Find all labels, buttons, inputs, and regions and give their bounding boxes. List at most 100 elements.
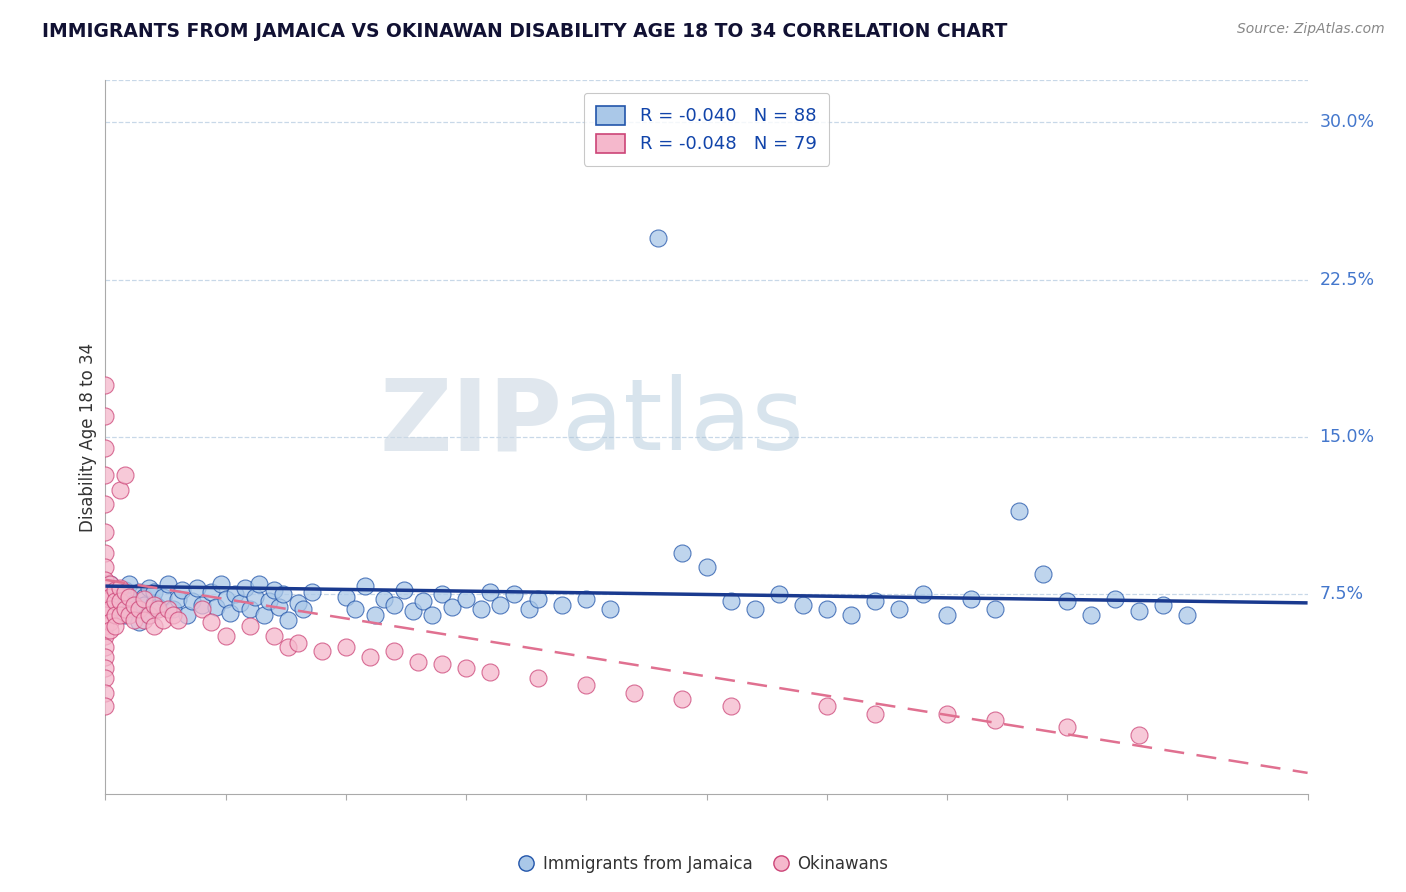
Point [233, 581, 256, 595]
Point [152, 613, 174, 627]
Point [156, 602, 179, 616]
Point [200, 585, 222, 599]
Point [382, 598, 405, 612]
Point [863, 707, 886, 722]
Point [214, 591, 236, 606]
Point [1152, 598, 1174, 612]
Point [527, 591, 550, 606]
Point [575, 591, 598, 606]
Point [229, 596, 252, 610]
Point [273, 587, 295, 601]
Point [172, 583, 194, 598]
Text: 22.5%: 22.5% [1320, 270, 1375, 289]
Point [162, 608, 184, 623]
Point [94, 630, 117, 644]
Point [1175, 608, 1198, 623]
Point [839, 608, 862, 623]
Point [503, 587, 526, 601]
Point [960, 591, 983, 606]
Point [132, 598, 155, 612]
Point [984, 602, 1007, 616]
Text: IMMIGRANTS FROM JAMAICA VS OKINAWAN DISABILITY AGE 18 TO 34 CORRELATION CHART: IMMIGRANTS FROM JAMAICA VS OKINAWAN DISA… [42, 22, 1008, 41]
Point [936, 707, 959, 722]
Point [887, 602, 910, 616]
Point [176, 608, 198, 623]
Point [94, 594, 117, 608]
Point [162, 602, 184, 616]
Point [114, 467, 136, 482]
Point [364, 608, 387, 623]
Point [98, 623, 121, 637]
Point [257, 594, 280, 608]
Point [108, 581, 131, 595]
Point [138, 581, 160, 595]
Point [575, 678, 598, 692]
Point [647, 230, 669, 244]
Point [114, 602, 136, 616]
Point [104, 619, 127, 633]
Point [623, 686, 645, 700]
Point [1032, 566, 1054, 581]
Legend: R = -0.040   N = 88, R = -0.048   N = 79: R = -0.040 N = 88, R = -0.048 N = 79 [583, 93, 830, 166]
Point [430, 657, 453, 671]
Point [148, 600, 170, 615]
Point [373, 591, 395, 606]
Text: 7.5%: 7.5% [1320, 585, 1364, 604]
Point [359, 650, 381, 665]
Point [138, 608, 160, 623]
Point [132, 590, 155, 604]
Point [792, 598, 814, 612]
Point [267, 600, 290, 615]
Point [132, 591, 155, 606]
Point [406, 655, 429, 669]
Point [94, 587, 117, 601]
Point [815, 602, 838, 616]
Point [104, 585, 127, 599]
Point [108, 590, 131, 604]
Point [517, 602, 540, 616]
Point [720, 698, 742, 713]
Point [470, 602, 492, 616]
Point [200, 615, 222, 629]
Point [94, 573, 117, 587]
Point [94, 608, 117, 623]
Point [287, 596, 309, 610]
Point [422, 608, 444, 623]
Point [114, 608, 136, 623]
Point [430, 587, 453, 601]
Point [94, 650, 117, 665]
Point [479, 585, 502, 599]
Point [166, 591, 188, 606]
Point [94, 640, 117, 654]
Text: atlas: atlas [562, 375, 804, 471]
Point [354, 579, 377, 593]
Y-axis label: Disability Age 18 to 34: Disability Age 18 to 34 [79, 343, 97, 532]
Point [277, 613, 299, 627]
Point [311, 644, 333, 658]
Point [98, 602, 121, 616]
Point [551, 598, 574, 612]
Point [335, 590, 357, 604]
Point [94, 497, 117, 511]
Point [1128, 604, 1150, 618]
Point [98, 590, 121, 604]
Point [263, 630, 285, 644]
Point [412, 594, 434, 608]
Point [124, 613, 146, 627]
Point [108, 598, 131, 612]
Point [98, 577, 121, 591]
Point [156, 577, 179, 591]
Point [94, 698, 117, 713]
Point [863, 594, 886, 608]
Text: 30.0%: 30.0% [1320, 113, 1375, 131]
Point [94, 602, 117, 616]
Point [128, 585, 150, 599]
Point [671, 545, 693, 559]
Point [108, 594, 131, 608]
Point [243, 590, 266, 604]
Point [94, 587, 117, 601]
Point [118, 577, 141, 591]
Point [142, 598, 165, 612]
Point [479, 665, 502, 680]
Point [209, 577, 232, 591]
